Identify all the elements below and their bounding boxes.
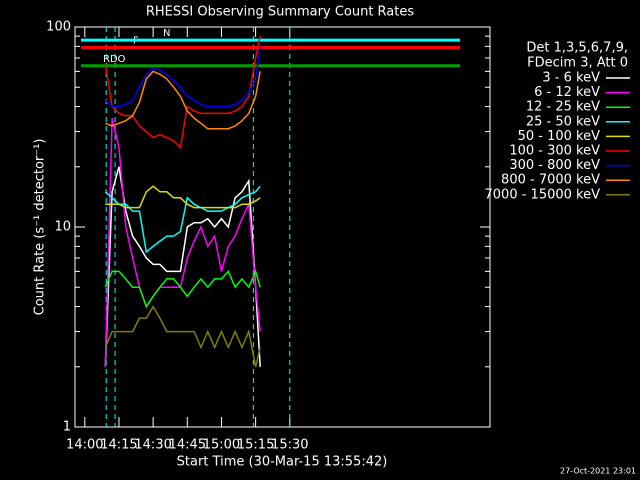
- timestamp: 27-Oct-2021 23:01: [560, 467, 636, 476]
- x-tick-label: 14:30: [134, 438, 171, 453]
- legend-label: 50 - 100 keV: [518, 129, 601, 144]
- x-axis-label: Start Time (30-Mar-15 13:55:42): [177, 455, 388, 470]
- legend-header: Det 1,3,5,6,7,9,: [526, 41, 628, 56]
- legend-label: 25 - 50 keV: [526, 114, 600, 129]
- flag-label: N: [163, 28, 170, 39]
- x-tick-label: 14:00: [66, 438, 103, 453]
- series-line: [104, 185, 261, 254]
- y-axis-label: Count Rate (s⁻¹ detector⁻¹): [33, 139, 48, 316]
- series-line: [105, 185, 261, 209]
- x-tick-label: 14:15: [100, 438, 137, 453]
- series-line: [104, 166, 261, 367]
- series-line: [104, 35, 261, 149]
- plot-frame: [74, 26, 491, 428]
- y-tick-label: 10: [54, 220, 71, 235]
- legend-label: 3 - 6 keV: [542, 71, 600, 86]
- legend-label: 7000 - 15000 keV: [485, 187, 601, 202]
- series-line: [104, 46, 261, 108]
- legend-label: 12 - 25 keV: [526, 100, 600, 115]
- legend-label: 300 - 800 keV: [509, 158, 600, 173]
- x-tick-label: 15:00: [203, 438, 240, 453]
- x-tick-label: 14:45: [169, 438, 206, 453]
- legend-label: 6 - 12 keV: [534, 85, 600, 100]
- flag-label: RDO: [103, 54, 126, 65]
- y-tick-label: 100: [46, 20, 71, 35]
- series-line: [104, 305, 261, 367]
- legend-header: FDecim 3, Att 0: [527, 56, 628, 71]
- legend-label: 100 - 300 keV: [509, 144, 600, 159]
- y-tick-label: 1: [63, 420, 71, 435]
- legend-label: 800 - 7000 keV: [501, 173, 600, 188]
- x-tick-label: 15:30: [271, 438, 308, 453]
- series-line: [104, 118, 261, 367]
- series-line: [105, 70, 261, 130]
- series-line: [104, 269, 261, 309]
- x-tick-label: 15:15: [237, 438, 274, 453]
- chart-title: RHESSI Observing Summary Count Rates: [146, 5, 415, 20]
